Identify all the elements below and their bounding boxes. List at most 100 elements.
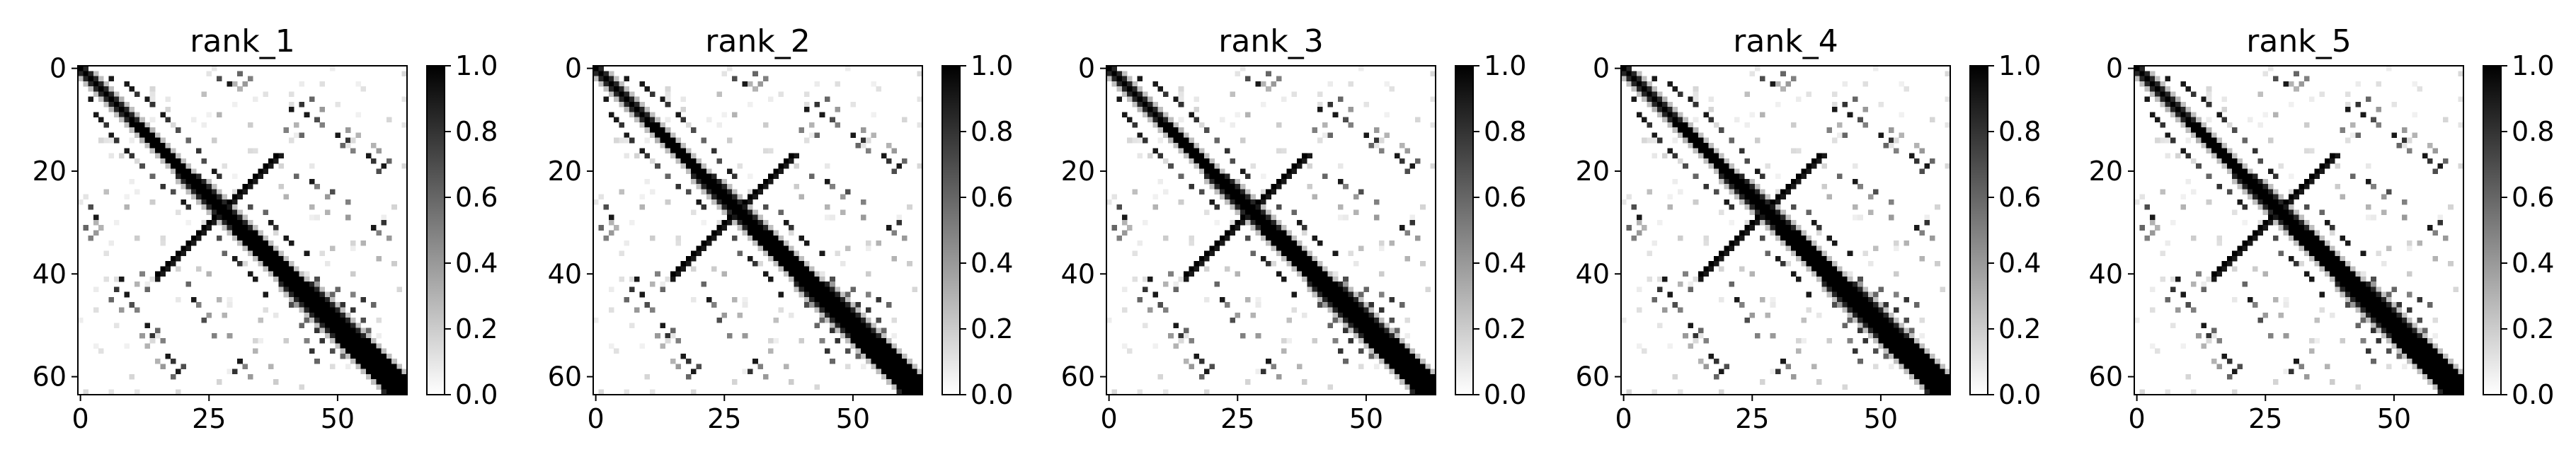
heatmap-cell xyxy=(1651,389,1658,395)
heatmap-cell xyxy=(1862,327,1869,334)
heatmap-cell xyxy=(1821,184,1827,190)
heatmap-cell xyxy=(803,261,810,267)
heatmap-cell xyxy=(2422,364,2428,369)
heatmap-cell xyxy=(1811,219,1817,226)
heatmap-cell xyxy=(850,286,856,292)
heatmap-cell xyxy=(1867,327,1874,334)
heatmap-cell xyxy=(304,338,310,344)
heatmap-cell xyxy=(1821,250,1827,257)
heatmap-cell xyxy=(886,359,892,364)
panel-title: rank_3 xyxy=(1218,23,1323,59)
heatmap-cell xyxy=(1353,302,1359,308)
heatmap-cell xyxy=(304,307,310,313)
heatmap-cell xyxy=(371,225,377,231)
heatmap-cell xyxy=(376,384,382,390)
heatmap-cell xyxy=(83,76,88,82)
heatmap-cell xyxy=(768,96,774,103)
heatmap-cell xyxy=(1384,323,1390,328)
heatmap-cell xyxy=(231,81,238,87)
heatmap-cell xyxy=(691,250,697,257)
heatmap-cell xyxy=(2206,173,2212,180)
heatmap-cell xyxy=(1749,219,1756,226)
heatmap-cell xyxy=(1914,373,1920,380)
heatmap-cell xyxy=(1399,353,1405,359)
heatmap-cell xyxy=(1693,199,1699,205)
heatmap-cell xyxy=(2149,81,2156,87)
heatmap-cell xyxy=(1322,286,1328,292)
heatmap-cell xyxy=(350,323,356,328)
heatmap-cell xyxy=(732,204,738,210)
heatmap-cell xyxy=(1796,250,1802,257)
heatmap-cell xyxy=(2283,230,2289,236)
heatmap-cell xyxy=(1719,168,1724,174)
heatmap-cell xyxy=(190,194,197,200)
heatmap-cell xyxy=(1317,266,1323,272)
heatmap-cell xyxy=(1332,276,1339,282)
heatmap-cell xyxy=(1219,117,1225,123)
heatmap-cell xyxy=(201,204,207,210)
heatmap-cell xyxy=(871,338,876,344)
heatmap-cell xyxy=(304,250,310,257)
heatmap-cell xyxy=(1642,76,1647,82)
heatmap-cell xyxy=(1168,117,1174,123)
heatmap-cell xyxy=(1168,271,1174,277)
heatmap-cell xyxy=(680,117,687,123)
heatmap-cell xyxy=(2139,81,2145,87)
heatmap-cell xyxy=(1770,219,1776,226)
heatmap-cell xyxy=(2319,266,2325,272)
heatmap-cell xyxy=(768,245,774,251)
heatmap-cell xyxy=(2262,112,2269,117)
heatmap-cell xyxy=(608,91,614,97)
heatmap-cell xyxy=(1343,307,1349,313)
heatmap-cell xyxy=(237,230,243,236)
heatmap-cell xyxy=(2422,348,2428,354)
heatmap-cell xyxy=(1821,153,1827,159)
heatmap-cell xyxy=(2294,86,2299,92)
heatmap-cell xyxy=(1183,153,1189,159)
heatmap-cell xyxy=(2170,137,2176,144)
heatmap-cell xyxy=(1888,323,1894,328)
heatmap-cell xyxy=(891,148,897,153)
heatmap-cell xyxy=(634,307,640,313)
heatmap-cell xyxy=(1693,173,1699,180)
heatmap-cell xyxy=(335,101,340,108)
colorbar-tick-label: 1.0 xyxy=(1484,50,1526,81)
heatmap-cell xyxy=(624,296,630,303)
heatmap-cell xyxy=(1785,184,1792,190)
heatmap-cell xyxy=(2242,189,2248,195)
heatmap-cell xyxy=(732,235,738,241)
heatmap-cell xyxy=(608,286,614,292)
heatmap-cell xyxy=(2458,96,2464,103)
heatmap-cell xyxy=(1894,240,1899,246)
heatmap-cell xyxy=(845,296,851,303)
heatmap-cell xyxy=(1327,323,1333,328)
heatmap-cell xyxy=(1250,209,1256,216)
heatmap-cell xyxy=(794,276,799,282)
heatmap-cell xyxy=(2412,332,2417,339)
heatmap-cell xyxy=(88,235,94,241)
heatmap-cell xyxy=(231,173,238,180)
heatmap-cell xyxy=(1703,338,1709,344)
heatmap-cell xyxy=(2365,286,2371,292)
heatmap-cell xyxy=(2201,96,2207,103)
heatmap-cell xyxy=(129,112,135,117)
heatmap-cell xyxy=(2437,384,2444,390)
heatmap-cell xyxy=(1888,353,1894,359)
heatmap-cell xyxy=(1811,271,1817,277)
heatmap-cell xyxy=(907,359,912,364)
heatmap-cell xyxy=(1281,148,1287,153)
heatmap-cell xyxy=(742,332,748,339)
heatmap-cell xyxy=(1703,158,1709,164)
heatmap-cell xyxy=(98,76,104,82)
heatmap-cell xyxy=(2232,153,2238,159)
heatmap-cell xyxy=(2432,384,2438,390)
heatmap-cell xyxy=(1754,66,1761,71)
heatmap-cell xyxy=(912,364,918,369)
heatmap-cell xyxy=(742,230,748,236)
heatmap-cell xyxy=(345,353,351,359)
heatmap-cell xyxy=(1260,199,1266,205)
heatmap-cell xyxy=(2180,122,2186,128)
heatmap-cell xyxy=(2294,235,2299,241)
heatmap-cell xyxy=(819,312,825,318)
heatmap-cell xyxy=(1894,318,1899,323)
